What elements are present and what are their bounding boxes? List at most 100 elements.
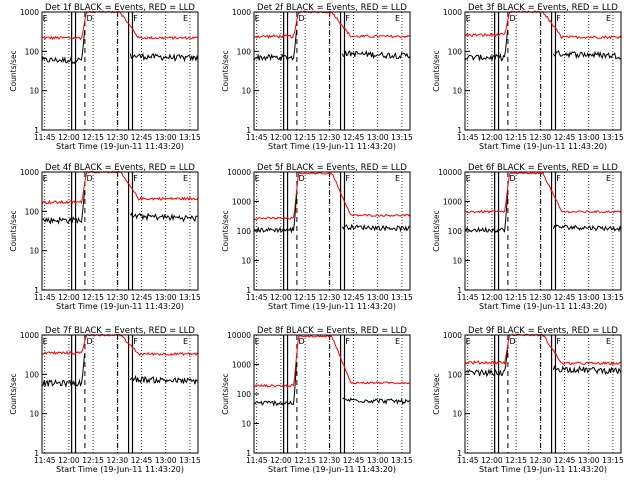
y-tick-label: 1000 (20, 8, 39, 17)
x-axis-label: Start Time (19-Jun-11 11:43:20) (479, 142, 607, 151)
x-tick-label: 12:15 (294, 293, 316, 302)
x-tick-label: 12:15 (505, 293, 527, 302)
x-tick-label: 12:45 (343, 293, 365, 302)
y-tick-label: 10000 (227, 168, 251, 177)
lld-series-line (464, 171, 622, 214)
y-tick-label: 100 (25, 207, 40, 216)
y-tick-label: 1 (34, 286, 39, 295)
y-tick-label: 100 (25, 47, 40, 56)
lld-series-line (41, 170, 199, 205)
x-tick-label: 12:45 (131, 133, 153, 142)
x-tick-label: 13:00 (155, 456, 177, 465)
event-marker: E (395, 174, 400, 183)
x-tick-label: 12:30 (530, 133, 552, 142)
plot-frame (464, 334, 622, 454)
x-tick-label: 13:00 (155, 133, 177, 142)
event-marker: E (183, 174, 188, 183)
lld-series-line (464, 333, 622, 366)
lld-series-line (41, 10, 199, 41)
x-tick-label: 12:15 (505, 133, 527, 142)
event-marker: E (606, 174, 611, 183)
x-tick-label: 12:00 (58, 293, 80, 302)
x-tick-label: 13:15 (602, 456, 624, 465)
x-tick-label: 11:45 (34, 293, 56, 302)
x-tick-label: 13:00 (367, 133, 389, 142)
event-marker: D (298, 337, 304, 346)
y-axis-label: Counts/sec (432, 210, 441, 251)
x-tick-label: 12:30 (107, 456, 129, 465)
panel-title: Det 8f BLACK = Events, RED = LLD (257, 326, 407, 336)
plot-frame (41, 11, 199, 131)
x-tick-label: 12:30 (107, 133, 129, 142)
y-tick-label: 1 (246, 126, 251, 135)
event-marker: E (255, 337, 260, 346)
y-tick-label: 1 (457, 126, 462, 135)
x-tick-label: 13:15 (179, 456, 201, 465)
event-marker: D (86, 337, 92, 346)
events-series-line (341, 49, 411, 60)
y-tick-label: 10000 (227, 331, 251, 340)
y-tick-label: 1 (457, 449, 462, 458)
y-axis-label: Counts/sec (432, 50, 441, 91)
events-series-line (129, 374, 199, 385)
x-tick-label: 13:00 (578, 293, 600, 302)
x-tick-label: 12:30 (319, 293, 341, 302)
x-tick-label: 13:00 (155, 293, 177, 302)
event-marker: D (509, 14, 515, 23)
lld-series-line (253, 335, 411, 388)
y-tick-label: 100 (237, 227, 252, 236)
x-tick-label: 12:00 (481, 456, 503, 465)
x-tick-label: 12:15 (82, 293, 104, 302)
y-axis-label: Counts/sec (221, 210, 230, 251)
x-tick-label: 12:30 (530, 456, 552, 465)
y-tick-label: 10000 (438, 168, 462, 177)
events-series-line (129, 212, 199, 223)
x-tick-label: 11:45 (246, 456, 268, 465)
x-axis-label: Start Time (19-Jun-11 11:43:20) (268, 302, 396, 311)
x-tick-label: 12:30 (319, 133, 341, 142)
x-tick-label: 12:45 (554, 456, 576, 465)
x-tick-label: 12:15 (82, 456, 104, 465)
x-tick-label: 11:45 (34, 456, 56, 465)
event-marker: F (345, 174, 350, 183)
y-tick-label: 10 (29, 87, 39, 96)
event-marker: F (133, 174, 138, 183)
y-tick-label: 10 (452, 87, 462, 96)
y-tick-label: 1000 (443, 331, 462, 340)
y-tick-label: 10 (452, 257, 462, 266)
y-tick-label: 1000 (232, 361, 251, 370)
y-tick-label: 10 (241, 257, 251, 266)
event-marker: E (255, 174, 260, 183)
x-tick-label: 11:45 (246, 133, 268, 142)
event-marker: F (345, 337, 350, 346)
events-series-line (253, 29, 298, 62)
events-series-line (464, 195, 509, 234)
y-axis-label: Counts/sec (221, 373, 230, 414)
events-series-line (552, 224, 622, 233)
panel-title: Det 3f BLACK = Events, RED = LLD (468, 3, 618, 13)
x-tick-label: 12:00 (270, 293, 292, 302)
x-tick-label: 11:45 (457, 456, 479, 465)
x-tick-label: 13:00 (367, 293, 389, 302)
x-tick-label: 12:00 (270, 133, 292, 142)
event-marker: E (606, 337, 611, 346)
y-tick-label: 10 (29, 410, 39, 419)
event-marker: D (509, 337, 515, 346)
x-tick-label: 13:00 (367, 456, 389, 465)
event-marker: F (556, 14, 561, 23)
event-marker: D (298, 14, 304, 23)
plot-frame (464, 11, 622, 131)
events-series-line (41, 30, 86, 65)
x-tick-label: 12:00 (481, 133, 503, 142)
x-axis-label: Start Time (19-Jun-11 11:43:20) (479, 302, 607, 311)
x-tick-label: 12:15 (294, 133, 316, 142)
y-tick-label: 1 (246, 449, 251, 458)
y-axis-label: Counts/sec (432, 373, 441, 414)
x-tick-label: 13:00 (578, 133, 600, 142)
event-marker: E (43, 14, 48, 23)
